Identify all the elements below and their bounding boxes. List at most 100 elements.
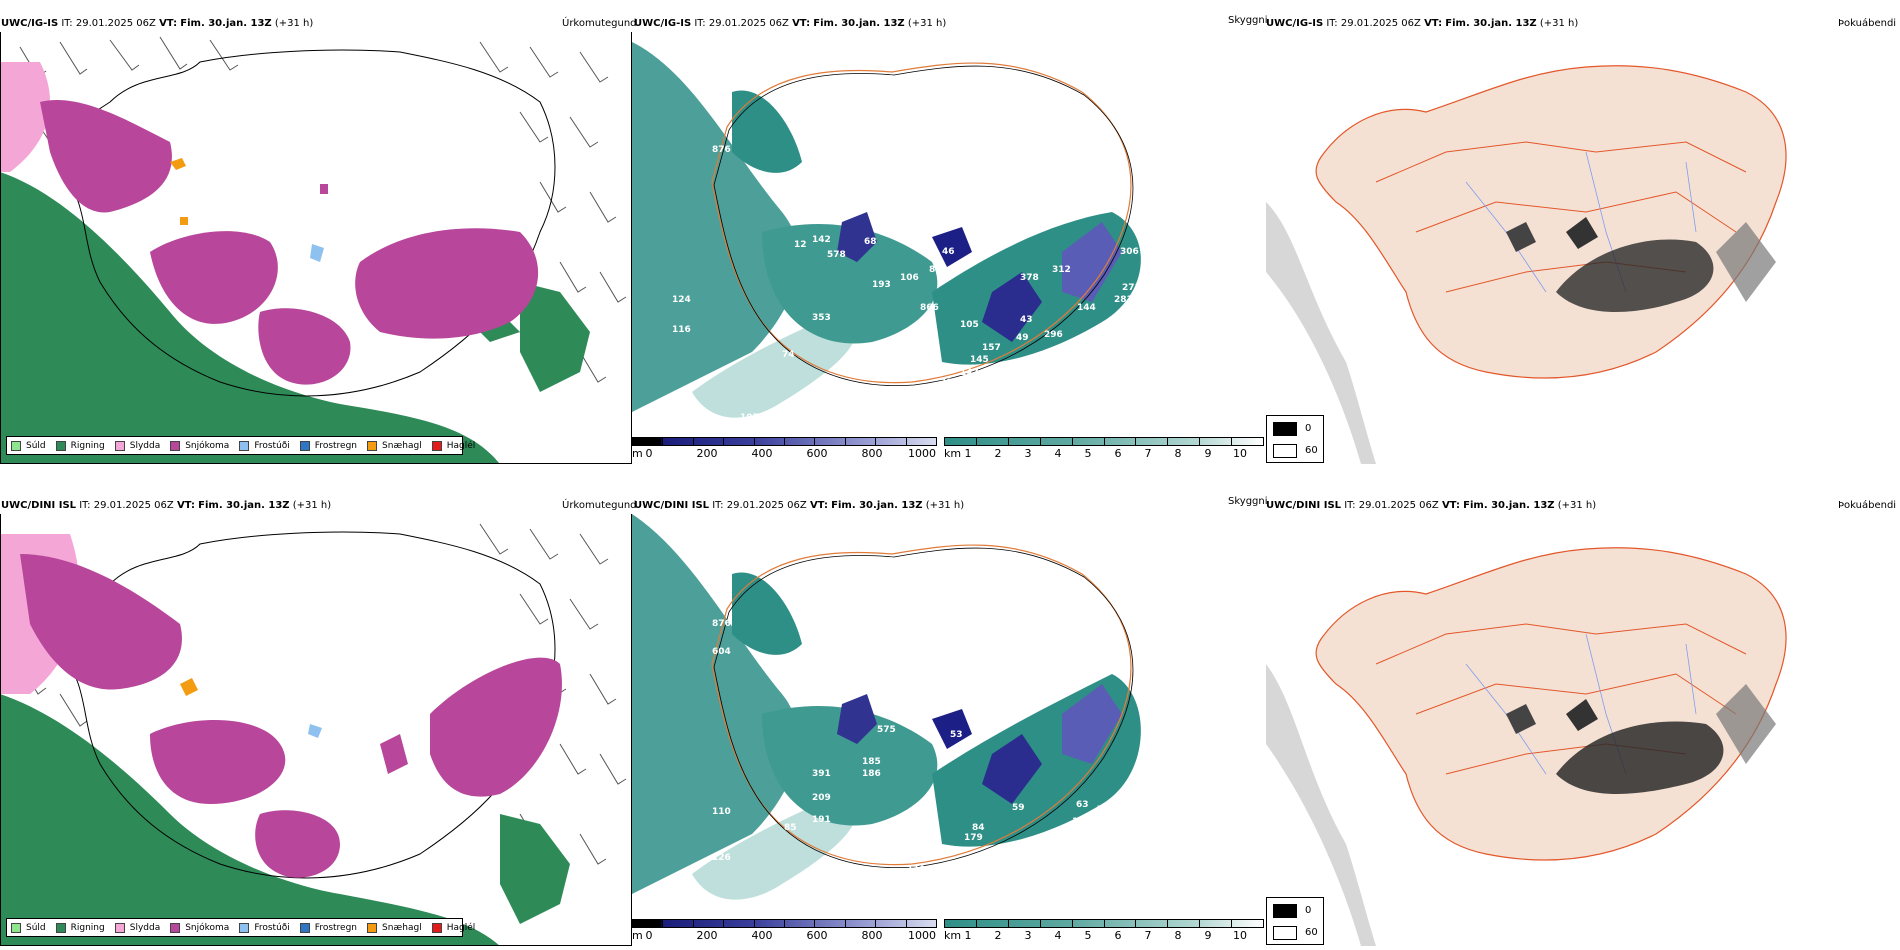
ceiling-value-label: 114 [1154, 773, 1173, 783]
ceiling-value-label: 64 [904, 720, 917, 730]
rain-area [0, 172, 500, 464]
legend-swatch-black [1273, 422, 1297, 436]
low-visibility-sea [632, 514, 799, 894]
ceiling-value-label: 270 [1146, 277, 1165, 287]
fog-title: Þokuábendi [1838, 500, 1897, 511]
ceiling-value-label: 876 [712, 619, 731, 629]
ceiling-value-label: 12 [794, 240, 807, 250]
ceiling-value-label: 312 [1052, 265, 1071, 275]
ceiling-value-label: 63 [1076, 800, 1089, 810]
ceiling-value-label: 74 [782, 350, 795, 360]
ceiling-value-label: 46 [942, 247, 955, 257]
visibility-map-row1: 876 578 68 46 193 106 80 866 378 312 306 303 252 270 2… [632, 32, 1264, 464]
ceiling-value-label: 353 [812, 313, 831, 323]
ceiling-value-label: 145 [970, 355, 989, 365]
ceiling-value-label: 388 [1145, 300, 1164, 310]
legend-swatch-black [1273, 904, 1297, 918]
ceiling-value-label: 210 [922, 839, 941, 849]
ceiling-value-label: 68 [864, 237, 877, 247]
coastline [713, 547, 1134, 869]
legend-item: Snæhagl [367, 440, 422, 451]
land-area [1315, 547, 1787, 861]
ceiling-value-label: 319 [917, 367, 936, 377]
ceiling-value-label: 147 [960, 368, 979, 378]
ceiling-value-label: 49 [1016, 333, 1029, 343]
ceiling-value-label: 296 [1044, 330, 1063, 340]
ceiling-value-label: 110 [712, 807, 731, 817]
precip-legend: Súld Rigning Slydda Snjókoma Frostúði Fr… [6, 436, 475, 455]
fog-dense [1556, 721, 1724, 794]
fog-title: Þokuábendi [1838, 18, 1897, 29]
row1-precip-header: UWC/IG-IS IT: 29.01.2025 06Z VT: Fim. 30… [1, 18, 314, 29]
ceiling-labels: 876 604 575 64 53 185 186 391 338 284 288 150 247 177… [712, 619, 1211, 913]
ceiling-colorbar: m 0 200 400 600 800 1000 [632, 919, 937, 946]
fog-index-map-row2: 0 60 [1266, 514, 1900, 946]
legend-swatch [11, 440, 21, 451]
ceiling-value-label: 288 [1186, 713, 1205, 723]
ceiling-value-label: 177 [1184, 739, 1203, 749]
issue-time: 29.01.2025 06Z [75, 18, 156, 29]
ceiling-value-label: 75 [1097, 805, 1110, 815]
legend-item: Slydda [114, 440, 160, 451]
ceiling-value-label: 157 [982, 343, 1001, 353]
row2-precip-header: UWC/DINI ISL IT: 29.01.2025 06Z VT: Fim.… [1, 500, 332, 511]
legend-item: Snjókoma [170, 440, 229, 451]
ceiling-value-label: 209 [812, 793, 831, 803]
ceiling-value-label: 194 [1170, 751, 1189, 761]
ceiling-value-label: 378 [1020, 273, 1039, 283]
visibility-colorbar: km 1 2 3 4 5 6 7 8 9 10 [944, 919, 1264, 946]
ceiling-value-label: 303 [1142, 257, 1161, 267]
fog-plume [1266, 664, 1376, 946]
ceiling-value-label: 96 [758, 903, 771, 913]
ceiling-value-label: 866 [920, 303, 939, 313]
ceiling-value-label: 203 [940, 378, 959, 388]
ceiling-value-label: 105 [960, 320, 979, 330]
low-visibility-sea [632, 42, 799, 412]
precip-legend: Súld Rigning Slydda Snjókoma Frostúði Fr… [6, 918, 475, 937]
ceiling-value-label: 59 [1012, 803, 1025, 813]
precip-title: Úrkomutegund [562, 18, 637, 29]
ceiling-value-label: 391 [812, 769, 831, 779]
ceiling-value-label: 119 [907, 865, 926, 875]
ceiling-value-label: 185 [862, 757, 881, 767]
ceiling-value-label: 252 [1167, 250, 1186, 260]
ceiling-value-label: 163 [932, 869, 951, 879]
precip-type-map-row2: Súld Rigning Slydda Snjókoma Frostúði Fr… [0, 514, 632, 946]
fog-legend: 0 60 [1266, 897, 1324, 945]
visibility-title: Skyggni [1228, 15, 1268, 26]
land-area [1315, 65, 1787, 379]
ceiling-value-label: 271 [1122, 283, 1141, 293]
lead-time: (+31 h) [274, 18, 314, 29]
row1-fog-header: UWC/IG-IS IT: 29.01.2025 06Z VT: Fim. 30… [1266, 18, 1579, 29]
fog-index-map-row1: 0 60 [1266, 32, 1900, 464]
sleet-area [0, 62, 50, 172]
row1-vis-header: UWC/IG-IS IT: 29.01.2025 06Z VT: Fim. 30… [634, 18, 947, 29]
row2-vis-header: UWC/DINI ISL IT: 29.01.2025 06Z VT: Fim.… [634, 500, 965, 511]
valid-time: Fim. 30.jan. 13Z [180, 18, 272, 29]
ceiling-value-label: 80 [929, 265, 942, 275]
ceiling-value-label: 126 [712, 853, 731, 863]
ceiling-value-label: 150 [1172, 727, 1191, 737]
fog-legend: 0 60 [1266, 415, 1324, 463]
ceiling-value-label: 191 [812, 815, 831, 825]
legend-swatch-white [1273, 926, 1297, 940]
ceiling-value-label: 604 [712, 647, 731, 657]
ceiling-value-label: 118 [1157, 767, 1176, 777]
visibility-map-row2: 876 604 575 64 53 185 186 391 338 284 288 150 247 177… [632, 514, 1264, 946]
ceiling-value-label: 124 [672, 295, 691, 305]
ceiling-value-label: 142 [812, 235, 831, 245]
ceiling-colorbar: m 0 200 400 600 800 1000 [632, 437, 937, 464]
ceiling-value-label: 115 [1072, 817, 1091, 827]
ceiling-value-label: 118 [904, 390, 923, 400]
ceiling-value-label: 355 [904, 827, 923, 837]
ceiling-value-label: 182 [932, 393, 951, 403]
ceiling-value-label: 144 [1077, 303, 1096, 313]
rain-area [0, 694, 500, 946]
ceiling-value-label: 575 [877, 725, 896, 735]
precip-type-map-row1: Súld Rigning Slydda Snjókoma Frostúði Fr… [0, 32, 632, 464]
ceiling-value-label: 106 [900, 273, 919, 283]
precip-title: Úrkomutegund [562, 500, 637, 511]
legend-item: Rigning [55, 440, 105, 451]
ceiling-value-label: 338 [1142, 733, 1161, 743]
